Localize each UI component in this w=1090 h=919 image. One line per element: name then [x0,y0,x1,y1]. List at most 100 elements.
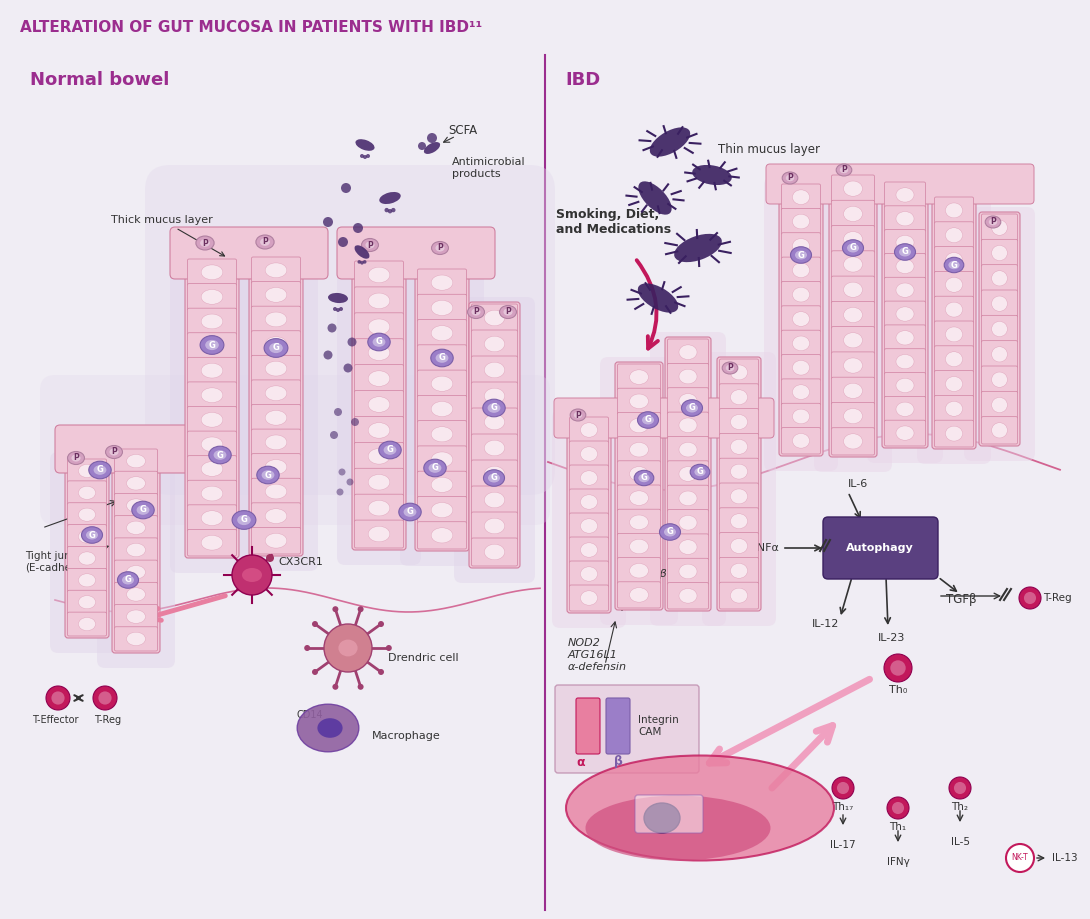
Ellipse shape [844,207,862,221]
Circle shape [366,154,370,158]
Ellipse shape [836,164,851,176]
Circle shape [351,418,359,426]
Ellipse shape [630,491,649,505]
FancyBboxPatch shape [981,341,1017,368]
Circle shape [232,555,272,595]
Ellipse shape [945,327,962,342]
FancyBboxPatch shape [187,259,237,286]
FancyBboxPatch shape [472,538,518,566]
FancyBboxPatch shape [554,398,774,438]
Circle shape [324,624,372,672]
Text: Antimicrobial
products: Antimicrobial products [452,157,525,179]
Ellipse shape [432,351,452,366]
Ellipse shape [379,192,401,204]
Ellipse shape [265,361,287,376]
Ellipse shape [844,308,862,323]
Text: G: G [438,354,446,362]
FancyBboxPatch shape [934,370,973,397]
Ellipse shape [730,365,748,380]
Ellipse shape [472,309,481,315]
Ellipse shape [265,460,287,474]
Ellipse shape [368,423,390,438]
Ellipse shape [679,467,697,482]
Ellipse shape [679,393,697,408]
Circle shape [1019,587,1041,609]
Ellipse shape [847,244,859,253]
Ellipse shape [368,267,390,283]
Ellipse shape [262,471,275,480]
Text: Muc2
RELMβ: Muc2 RELMβ [630,557,668,579]
Ellipse shape [992,423,1007,438]
FancyBboxPatch shape [782,257,821,283]
Ellipse shape [659,524,680,540]
FancyBboxPatch shape [764,177,838,471]
FancyBboxPatch shape [618,485,661,511]
FancyBboxPatch shape [719,434,759,460]
Ellipse shape [896,259,915,274]
Ellipse shape [581,494,597,509]
FancyBboxPatch shape [867,175,943,463]
FancyBboxPatch shape [667,485,709,512]
Circle shape [330,431,338,439]
FancyBboxPatch shape [252,528,301,554]
FancyBboxPatch shape [68,503,107,527]
FancyBboxPatch shape [252,454,301,481]
Ellipse shape [86,530,98,539]
Circle shape [304,645,311,651]
FancyBboxPatch shape [719,533,759,560]
Text: G: G [644,415,652,425]
Ellipse shape [844,383,862,399]
Ellipse shape [730,390,748,404]
Circle shape [363,155,367,159]
FancyBboxPatch shape [354,520,403,548]
FancyBboxPatch shape [832,427,874,455]
Ellipse shape [679,369,697,384]
Ellipse shape [630,539,649,554]
FancyBboxPatch shape [114,627,157,651]
Ellipse shape [78,596,96,608]
Ellipse shape [944,257,964,273]
Text: Autophagy: Autophagy [846,543,913,553]
Text: G: G [97,466,104,474]
Ellipse shape [945,302,962,317]
FancyBboxPatch shape [354,391,403,418]
FancyBboxPatch shape [417,471,467,498]
Ellipse shape [432,402,452,416]
Ellipse shape [843,240,863,256]
Text: G: G [950,260,957,269]
Text: P: P [990,218,996,226]
Text: IL-23: IL-23 [879,633,906,643]
FancyBboxPatch shape [884,372,925,398]
FancyBboxPatch shape [981,315,1017,343]
Ellipse shape [368,527,390,542]
FancyBboxPatch shape [417,395,467,423]
FancyBboxPatch shape [832,276,874,303]
Ellipse shape [992,271,1007,286]
FancyBboxPatch shape [719,583,759,609]
FancyBboxPatch shape [68,590,107,614]
FancyBboxPatch shape [934,296,973,323]
Ellipse shape [679,588,697,603]
Ellipse shape [786,175,795,181]
Ellipse shape [839,166,848,174]
Ellipse shape [581,519,597,533]
Ellipse shape [78,464,96,478]
FancyBboxPatch shape [667,388,709,414]
FancyBboxPatch shape [187,431,237,458]
FancyBboxPatch shape [354,442,403,471]
FancyBboxPatch shape [567,415,611,613]
Ellipse shape [992,322,1007,336]
FancyBboxPatch shape [832,377,874,404]
Ellipse shape [483,399,505,417]
FancyBboxPatch shape [187,505,237,531]
Circle shape [391,208,396,212]
Ellipse shape [78,508,96,521]
Ellipse shape [468,305,484,319]
Circle shape [339,469,346,475]
FancyBboxPatch shape [114,449,157,473]
Ellipse shape [730,439,748,454]
Ellipse shape [945,203,962,218]
Ellipse shape [384,445,397,455]
FancyBboxPatch shape [455,297,535,583]
FancyBboxPatch shape [934,271,973,298]
